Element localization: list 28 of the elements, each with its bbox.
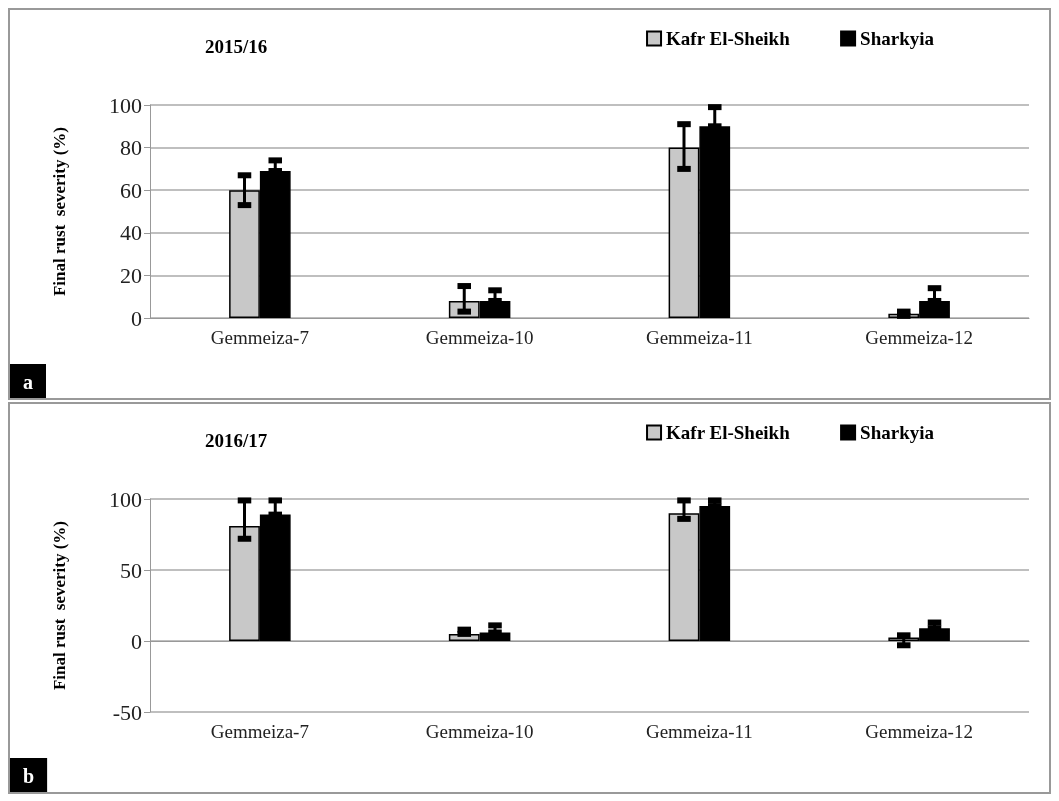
legend-label: Kafr El-Sheikh <box>666 422 791 443</box>
y-tick-label: 0 <box>131 305 142 331</box>
y-tick-label: 20 <box>120 262 142 288</box>
legend-label: Sharkyia <box>860 28 935 49</box>
y-axis-title: Final rust severity (%) <box>50 520 69 691</box>
legend-label: Kafr El-Sheikh <box>666 28 791 49</box>
text: b <box>23 765 35 787</box>
chart-title: 2015/16 <box>205 36 268 57</box>
y-tick-label: 40 <box>120 220 142 246</box>
text: a <box>23 371 33 393</box>
x-tick-label: Gemmeiza-10 <box>425 721 534 742</box>
y-tick-label: 80 <box>120 135 142 161</box>
y-tick-label: 60 <box>120 177 142 203</box>
y-axis-title: Final rust severity (%) <box>50 126 69 297</box>
x-tick-label: Gemmeiza-11 <box>645 721 753 742</box>
x-tick-label: Gemmeiza-10 <box>425 327 534 348</box>
y-tick-label: 0 <box>131 628 142 654</box>
y-tick-label: -50 <box>112 699 142 725</box>
x-tick-label: Gemmeiza-12 <box>865 721 973 742</box>
y-tick-label: 100 <box>109 486 142 512</box>
chart-title: 2016/17 <box>205 430 268 451</box>
x-tick-label: Gemmeiza-7 <box>210 327 309 348</box>
y-tick-label: 100 <box>109 92 142 118</box>
legend-label: Sharkyia <box>860 422 935 443</box>
y-tick-label: 50 <box>120 557 142 583</box>
x-tick-label: Gemmeiza-7 <box>210 721 309 742</box>
x-tick-label: Gemmeiza-12 <box>865 327 973 348</box>
x-tick-label: Gemmeiza-11 <box>645 327 753 348</box>
